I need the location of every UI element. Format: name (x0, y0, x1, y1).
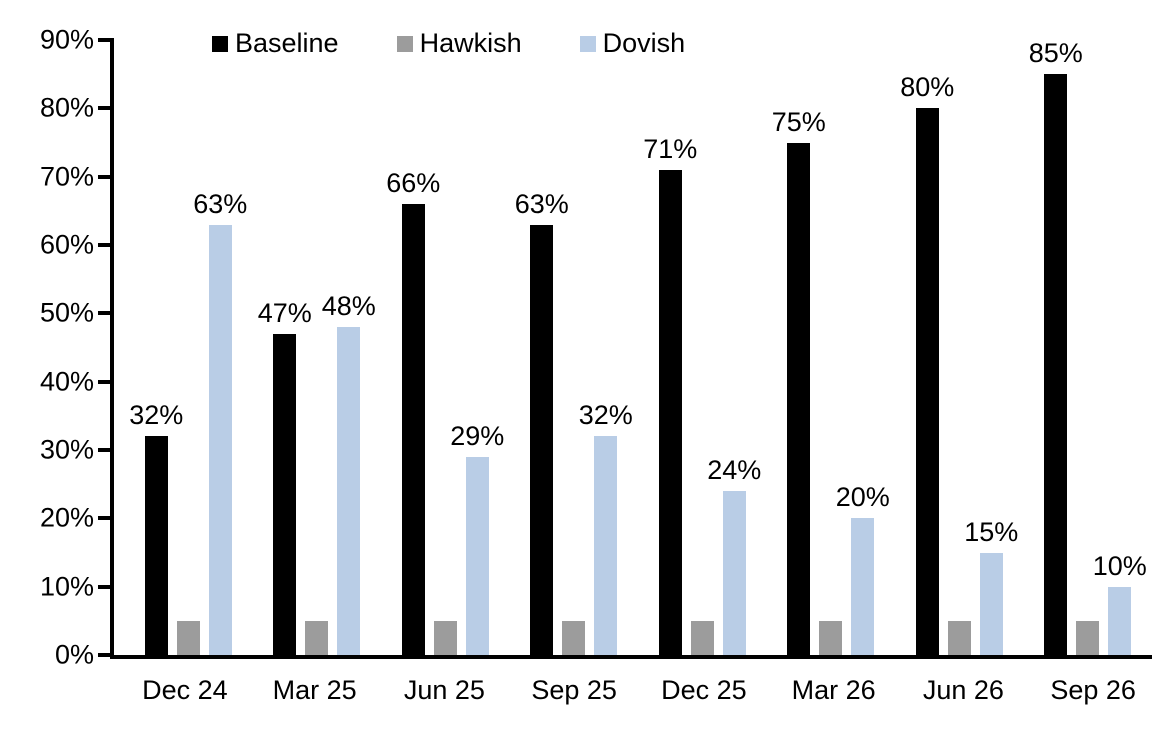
x-tick-label: Jun 25 (403, 675, 485, 705)
y-axis-labels: 0% 10% 20% 30% 40% 50% 60% 70% 80% 90% (0, 26, 94, 668)
x-tick-label: Mar 25 (272, 675, 357, 705)
x-tick-label: Mar 26 (791, 675, 876, 705)
y-tick-label: 20% (39, 502, 94, 533)
x-tick-label: Dec 24 (142, 675, 228, 705)
y-tick-mark (98, 242, 114, 247)
bar-dovish: 15% (964, 518, 1018, 655)
bar-value-label: 10% (1092, 550, 1147, 581)
bar-dovish: 29% (450, 422, 504, 655)
y-tick-mark (98, 106, 114, 111)
bar-value-label: 20% (835, 482, 890, 513)
y-tick-mark (98, 447, 114, 452)
x-tick-label: Dec 25 (661, 675, 747, 705)
bar-hawkish (562, 620, 586, 655)
chart-legend: Baseline Hawkish Dovish (212, 30, 685, 57)
y-tick-mark (98, 584, 114, 589)
legend-item-hawkish: Hawkish (396, 28, 522, 58)
legend-item-dovish: Dovish (579, 28, 686, 58)
y-tick-label: 0% (54, 639, 94, 670)
legend-swatch-icon (212, 35, 228, 52)
bar-group-jun-25: 66% 29% (381, 40, 510, 655)
y-tick-label: 80% (39, 92, 94, 123)
bar-dovish: 63% (193, 190, 247, 655)
bar-group-sep-26: 85% 10% (1024, 40, 1152, 655)
bar-dovish: 20% (836, 484, 890, 655)
y-tick-label: 50% (39, 297, 94, 328)
x-tick-label: Sep 25 (531, 675, 617, 705)
bar-hawkish (1076, 620, 1100, 655)
bar-dovish: 10% (1093, 552, 1147, 655)
bar-value-label: 47% (257, 297, 312, 328)
legend-label: Dovish (602, 28, 686, 58)
bar-hawkish (305, 620, 329, 655)
legend-swatch-icon (396, 35, 413, 52)
bar-group-mar-26: 75% 20% (767, 40, 896, 655)
y-tick-label: 40% (39, 366, 94, 397)
bar-value-label: 63% (514, 188, 569, 219)
legend-label: Baseline (235, 28, 339, 58)
bar-value-label: 71% (643, 133, 698, 164)
y-tick-label: 70% (39, 161, 94, 192)
bar-value-label: 80% (900, 72, 955, 103)
bar-groups: 32% 63% 47% 48% 66% 29% 63% 32% 71% 24% 75% 20% 80% 1… (124, 40, 1152, 655)
bar-baseline: 80% (900, 74, 954, 655)
bar-group-jun-26: 80% 15% (895, 40, 1024, 655)
y-tick-mark (98, 653, 114, 657)
legend-item-baseline: Baseline (212, 30, 339, 57)
bar-baseline: 85% (1029, 40, 1083, 655)
legend-swatch-icon (579, 35, 596, 52)
y-tick-label: 60% (39, 229, 94, 260)
y-tick-mark (98, 311, 114, 316)
y-tick-mark (98, 516, 114, 521)
bar-baseline: 71% (643, 135, 697, 655)
y-tick-label: 30% (39, 434, 94, 465)
y-tick-mark (98, 174, 114, 179)
bar-dovish: 32% (579, 402, 633, 655)
bar-baseline: 75% (772, 108, 826, 655)
plot-area: 32% 63% 47% 48% 66% 29% 63% 32% 71% 24% 75% 20% 80% 1… (98, 38, 1152, 659)
bar-value-label: 15% (964, 516, 1019, 547)
bar-dovish: 48% (322, 293, 376, 655)
bar-value-label: 24% (707, 455, 762, 485)
bar-dovish: 24% (707, 457, 761, 655)
bar-hawkish (690, 620, 714, 655)
bar-group-sep-25: 63% 32% (510, 40, 639, 655)
x-tick-label: Jun 26 (922, 675, 1004, 705)
bar-value-label: 48% (321, 291, 376, 321)
bar-baseline: 66% (386, 170, 440, 655)
bar-baseline: 32% (129, 402, 183, 655)
x-tick-label: Sep 26 (1050, 675, 1136, 705)
bar-value-label: 75% (771, 106, 826, 137)
bar-group-mar-25: 47% 48% (253, 40, 382, 655)
bar-group-dec-24: 32% 63% (124, 40, 253, 655)
bar-hawkish (947, 620, 971, 655)
bar-hawkish (433, 620, 457, 655)
bar-value-label: 63% (193, 188, 248, 219)
bar-value-label: 85% (1028, 38, 1083, 69)
legend-label: Hawkish (419, 28, 522, 58)
bar-hawkish (819, 620, 843, 655)
bar-value-label: 29% (450, 420, 505, 451)
bar-value-label: 32% (578, 400, 633, 431)
bar-baseline: 63% (515, 190, 569, 655)
y-tick-label: 90% (39, 24, 94, 55)
bar-group-dec-25: 71% 24% (638, 40, 767, 655)
bar-value-label: 66% (386, 168, 441, 198)
bar-value-label: 32% (129, 400, 184, 431)
y-tick-mark (98, 38, 114, 42)
x-axis-labels: Dec 24 Mar 25 Jun 25 Sep 25 Dec 25 Mar 26 Jun … (120, 674, 1152, 706)
y-tick-mark (98, 379, 114, 384)
y-tick-label: 10% (39, 571, 94, 602)
bar-baseline: 47% (258, 299, 312, 655)
bar-hawkish (176, 620, 200, 655)
